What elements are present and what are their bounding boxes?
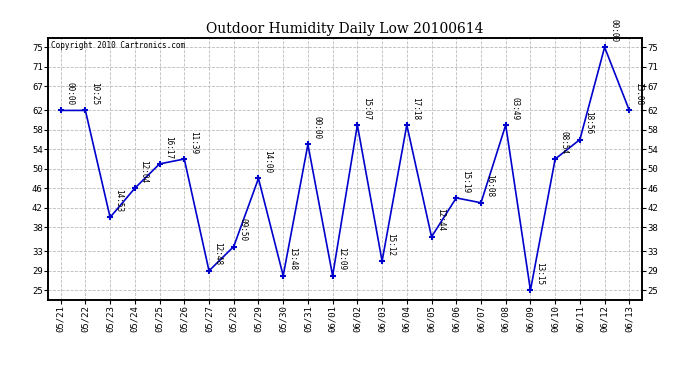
- Text: 13:48: 13:48: [288, 248, 297, 270]
- Text: 13:08: 13:08: [634, 82, 643, 105]
- Text: 09:50: 09:50: [238, 218, 247, 241]
- Text: 12:09: 12:09: [337, 248, 346, 270]
- Text: Copyright 2010 Cartronics.com: Copyright 2010 Cartronics.com: [51, 42, 186, 51]
- Text: 00:00: 00:00: [65, 82, 74, 105]
- Text: 14:00: 14:00: [263, 150, 272, 173]
- Text: 12:04: 12:04: [139, 160, 148, 183]
- Text: 00:00: 00:00: [609, 19, 618, 42]
- Text: 14:53: 14:53: [115, 189, 124, 212]
- Title: Outdoor Humidity Daily Low 20100614: Outdoor Humidity Daily Low 20100614: [206, 22, 484, 36]
- Text: 18:56: 18:56: [584, 111, 593, 134]
- Text: 15:19: 15:19: [461, 170, 470, 193]
- Text: 03:49: 03:49: [510, 97, 519, 120]
- Text: 15:12: 15:12: [386, 233, 395, 256]
- Text: 13:15: 13:15: [535, 262, 544, 285]
- Text: 08:54: 08:54: [560, 130, 569, 154]
- Text: 10:25: 10:25: [90, 82, 99, 105]
- Text: 00:00: 00:00: [313, 116, 322, 139]
- Text: 12:44: 12:44: [436, 209, 445, 231]
- Text: 17:18: 17:18: [411, 97, 420, 120]
- Text: 11:39: 11:39: [189, 130, 198, 154]
- Text: 16:08: 16:08: [486, 174, 495, 198]
- Text: 16:17: 16:17: [164, 135, 173, 159]
- Text: 15:07: 15:07: [362, 97, 371, 120]
- Text: 12:48: 12:48: [213, 243, 222, 266]
